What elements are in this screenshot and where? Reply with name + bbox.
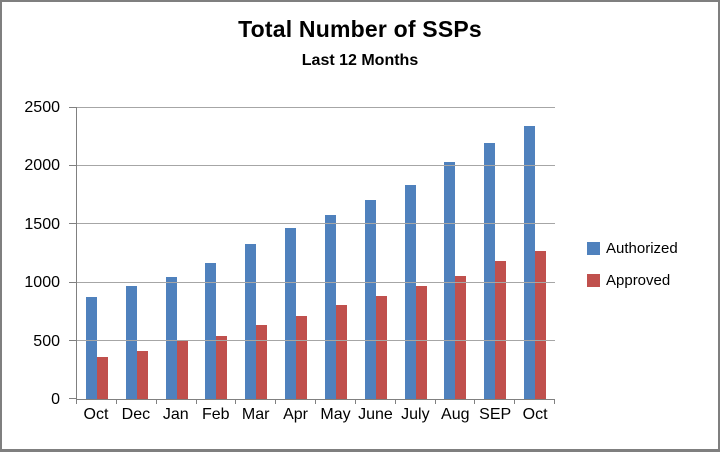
bar-approved-sep-10 <box>495 261 507 399</box>
category-group-mar-4 <box>236 108 276 399</box>
bar-approved-oct-11 <box>535 251 547 399</box>
y-axis-label-0: 0 <box>51 391 60 408</box>
x-axis-label-aug-9: Aug <box>441 406 470 423</box>
y-axis-label-2500: 2500 <box>24 99 60 116</box>
category-group-dec-1 <box>117 108 157 399</box>
category-group-apr-5 <box>276 108 316 399</box>
bar-authorized-oct-0 <box>85 297 97 399</box>
y-axis-tick <box>69 339 77 341</box>
x-axis-label-sep-10: SEP <box>479 406 512 423</box>
bar-authorized-apr-5 <box>285 227 297 399</box>
x-axis-label-june-7: June <box>358 406 393 423</box>
bar-authorized-may-6 <box>324 215 336 399</box>
x-axis-label-may-6: May <box>320 406 351 423</box>
category-group-aug-9 <box>435 108 475 399</box>
y-axis-labels: 0 500 1000 1500 2000 2500 <box>2 99 60 408</box>
legend-item-approved: Approved <box>587 272 678 289</box>
y-axis-label-1000: 1000 <box>24 274 60 292</box>
x-axis-tick <box>514 399 516 404</box>
x-axis-tick <box>115 399 117 404</box>
x-axis-tick <box>155 399 157 404</box>
gridline-2000 <box>77 165 555 167</box>
legend-label-approved: Approved <box>606 272 671 289</box>
bar-approved-oct-0 <box>96 357 108 399</box>
category-group-sep-10 <box>475 108 515 399</box>
bar-approved-mar-4 <box>256 324 268 399</box>
bar-approved-feb-3 <box>216 335 228 399</box>
x-axis-tick <box>434 399 436 404</box>
bar-authorized-mar-4 <box>245 244 257 399</box>
legend: Authorized Approved <box>587 240 678 304</box>
bar-authorized-aug-9 <box>444 161 456 399</box>
legend-swatch-authorized <box>587 242 600 255</box>
x-axis-tick <box>235 399 237 404</box>
bar-authorized-dec-1 <box>125 285 137 399</box>
x-axis-label-dec-1: Dec <box>121 406 151 423</box>
category-group-oct-11 <box>515 108 555 399</box>
y-axis-tick <box>69 281 77 283</box>
bar-approved-july-8 <box>415 286 427 399</box>
x-axis-tick <box>275 399 277 404</box>
x-axis-tick <box>554 399 555 404</box>
legend-label-authorized: Authorized <box>606 240 678 257</box>
bar-approved-may-6 <box>335 304 347 399</box>
x-axis-label-mar-4: Mar <box>241 406 270 423</box>
gridline-2500 <box>77 107 555 108</box>
y-axis-label-1500: 1500 <box>24 215 60 233</box>
bars-container <box>77 108 555 399</box>
bar-authorized-sep-10 <box>484 142 496 399</box>
x-axis-label-oct-11: Oct <box>522 406 548 423</box>
legend-item-authorized: Authorized <box>587 240 678 257</box>
category-group-jan-2 <box>157 108 197 399</box>
bar-authorized-jan-2 <box>165 277 177 399</box>
gridline-1500 <box>77 223 555 225</box>
bar-approved-jan-2 <box>176 340 188 399</box>
y-axis-tick <box>69 107 77 108</box>
bar-approved-aug-9 <box>455 276 467 399</box>
x-axis-label-oct-0: Oct <box>83 406 109 423</box>
x-axis-tick <box>76 399 77 404</box>
category-group-feb-3 <box>196 108 236 399</box>
bar-authorized-june-7 <box>364 199 376 399</box>
gridline-1000 <box>77 281 555 283</box>
bar-authorized-oct-11 <box>524 126 536 399</box>
y-axis-tick <box>69 223 77 225</box>
y-axis-tick <box>69 398 77 399</box>
category-group-oct-0 <box>77 108 117 399</box>
x-axis-tick <box>195 399 197 404</box>
bar-authorized-july-8 <box>404 185 416 399</box>
category-group-june-7 <box>356 108 396 399</box>
chart-subtitle: Last 12 Months <box>301 52 419 69</box>
gridline-500 <box>77 339 555 341</box>
bar-approved-apr-5 <box>296 315 308 399</box>
x-axis-label-jan-2: Jan <box>162 406 189 423</box>
category-group-july-8 <box>396 108 436 399</box>
y-axis-label-500: 500 <box>33 332 60 350</box>
x-axis-label-apr-5: Apr <box>283 406 309 423</box>
bar-authorized-feb-3 <box>205 263 217 399</box>
y-axis-tick <box>69 165 77 167</box>
legend-swatch-approved <box>587 274 600 287</box>
plot-area <box>69 107 555 404</box>
bar-approved-june-7 <box>375 296 387 399</box>
x-axis-tick <box>394 399 396 404</box>
x-axis-label-july-8: July <box>401 406 430 423</box>
x-axis-tick <box>354 399 356 404</box>
category-group-may-6 <box>316 108 356 399</box>
bar-approved-dec-1 <box>136 350 148 399</box>
y-axis-label-2000: 2000 <box>24 157 60 175</box>
x-axis-labels: Oct Dec Jan Feb Mar Apr May June July Aug SEP Oct <box>76 406 555 424</box>
x-axis-label-feb-3: Feb <box>201 406 230 423</box>
x-axis-tick <box>315 399 316 404</box>
x-axis-tick <box>474 399 476 404</box>
chart-title: Total Number of SSPs <box>238 16 482 42</box>
